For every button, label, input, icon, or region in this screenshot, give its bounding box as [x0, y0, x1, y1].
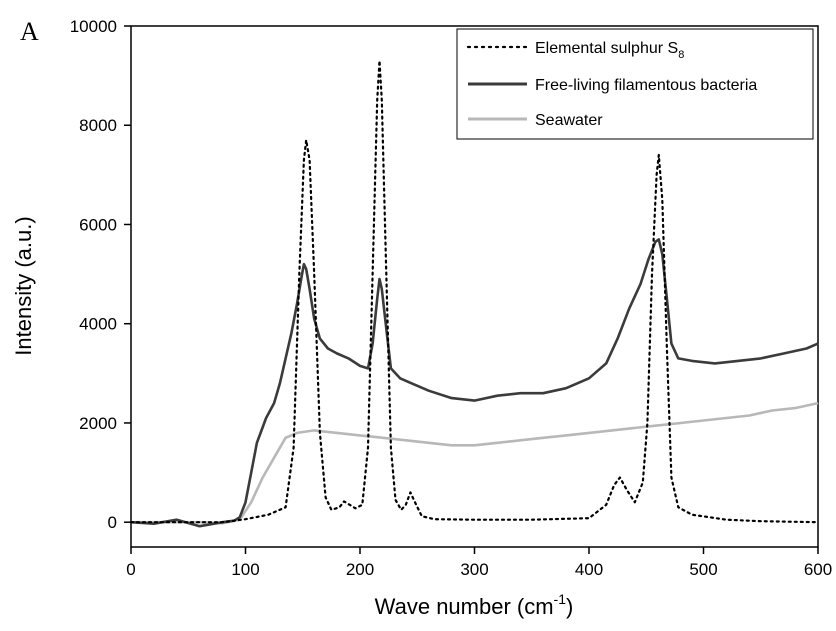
y-axis-ticks: 0 2000 4000 6000 8000 10000: [70, 17, 131, 532]
x-axis-ticks: 0 100 200 300 400 500 600: [126, 547, 832, 579]
series-line-filamentous-bacteria: [130, 238, 819, 528]
x-tick-label: 0: [126, 560, 135, 579]
series-line-elemental-sulphur: [129, 59, 820, 524]
x-axis-label-main: Wave number (cm: [375, 594, 554, 619]
x-tick-label: 100: [231, 560, 259, 579]
legend-label-sulphur: Elemental sulphur S8: [535, 40, 684, 61]
x-tick-label: 300: [460, 560, 488, 579]
series-layer: [129, 59, 820, 528]
x-tick-label: 200: [346, 560, 374, 579]
panel-label: A: [20, 17, 39, 46]
x-axis-label: Wave number (cm-1): [375, 591, 574, 619]
x-axis-label-superscript: -1: [554, 591, 567, 607]
x-tick-label: 400: [575, 560, 603, 579]
x-axis-label-close: ): [566, 594, 573, 619]
y-axis-label: Intensity (a.u.): [11, 216, 36, 355]
y-tick-label: 8000: [79, 116, 117, 135]
legend: Elemental sulphur S8 Free-living filamen…: [456, 28, 814, 140]
y-tick-label: 2000: [79, 414, 117, 433]
x-tick-label: 600: [804, 560, 832, 579]
series-line-seawater: [131, 401, 819, 525]
x-tick-label: 500: [689, 560, 717, 579]
legend-label-bacteria: Free-living filamentous bacteria: [535, 77, 757, 94]
y-tick-label: 0: [108, 513, 117, 532]
legend-label-seawater: Seawater: [535, 112, 603, 129]
y-tick-label: 4000: [79, 315, 117, 334]
y-tick-label: 6000: [79, 215, 117, 234]
y-tick-label: 10000: [70, 17, 117, 36]
